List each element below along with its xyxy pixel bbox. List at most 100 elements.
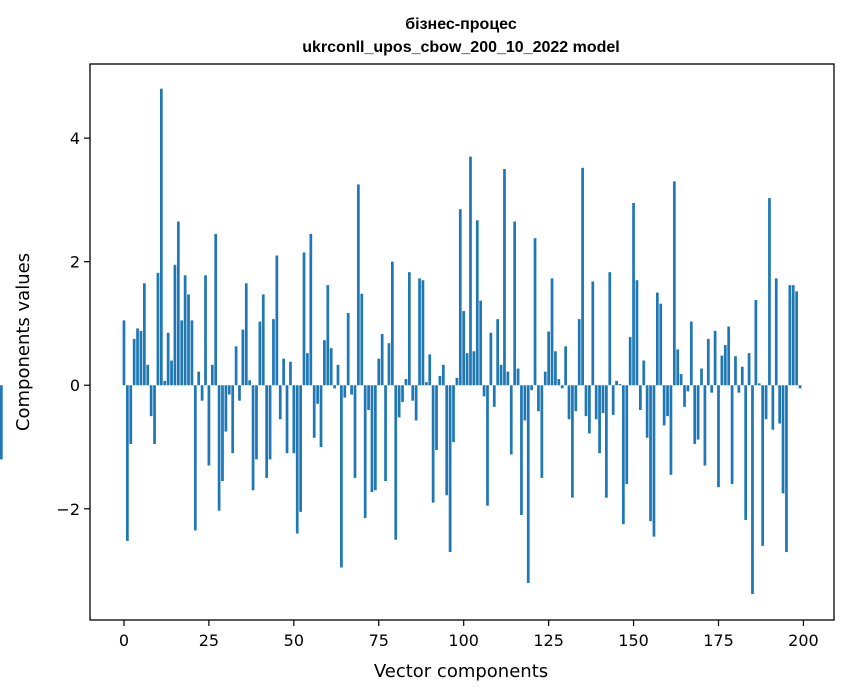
bar-component-130 (564, 346, 567, 386)
bar-component-108 (489, 332, 493, 386)
bar-component-110 (496, 319, 500, 386)
bar-component-101 (465, 353, 469, 386)
bar-component-164 (679, 374, 683, 386)
x-tick-label: 150 (618, 631, 649, 650)
bar-component-90 (428, 354, 432, 386)
bar-component-71 (363, 385, 367, 519)
bar-component-89 (424, 382, 428, 386)
bar-component-16 (176, 221, 180, 386)
bar-component-33 (234, 346, 238, 386)
bar-component-42 (265, 385, 269, 478)
bar-component-168 (693, 385, 697, 444)
plot-frame (89, 63, 835, 621)
bar-component-96 (448, 385, 452, 553)
bar-component-183 (744, 385, 748, 520)
bar-component-162 (672, 181, 676, 386)
bar-component-51 (295, 385, 299, 534)
bar-component-152 (639, 385, 642, 410)
bar-component-93 (438, 375, 442, 386)
bar-component-65 (343, 385, 347, 398)
bar-component-undefined (0, 385, 3, 460)
bar-component-196 (788, 285, 792, 386)
bar-component-174 (713, 330, 717, 386)
bar-component-67 (350, 385, 353, 395)
bar-component-25 (207, 385, 211, 466)
bar-component-36 (244, 283, 248, 386)
bar-component-149 (628, 337, 632, 386)
bar-component-31 (227, 385, 231, 395)
bar-component-163 (676, 349, 680, 386)
bar-component-91 (431, 385, 435, 503)
bar-component-38 (251, 385, 255, 491)
bar-component-1 (126, 385, 129, 541)
bar-component-69 (357, 184, 360, 386)
bar-component-118 (523, 385, 527, 421)
bar-component-6 (143, 283, 146, 386)
bar-component-12 (163, 380, 167, 386)
bar-component-61 (329, 348, 333, 386)
bar-component-116 (516, 368, 520, 386)
bar-component-53 (302, 252, 306, 386)
bar-component-35 (241, 329, 245, 386)
bar-component-103 (472, 351, 476, 386)
bar-component-155 (649, 385, 652, 522)
bar-component-128 (557, 379, 561, 386)
bar-component-187 (757, 383, 761, 386)
bar-component-59 (323, 340, 326, 386)
x-tick-label: 100 (448, 631, 479, 650)
bar-component-102 (469, 156, 472, 386)
bar-component-14 (170, 360, 173, 386)
bar-component-135 (581, 167, 584, 386)
bar-component-57 (316, 385, 319, 404)
bar-component-126 (550, 278, 554, 386)
bar-component-106 (482, 385, 486, 397)
bar-component-146 (618, 384, 622, 386)
bar-component-87 (418, 278, 421, 386)
bar-component-184 (747, 353, 751, 386)
bar-component-21 (193, 385, 197, 531)
bar-component-140 (598, 385, 601, 454)
bar-component-165 (683, 385, 686, 407)
bar-component-127 (554, 351, 557, 386)
y-tick-label: 4 (70, 129, 80, 148)
bar-component-169 (696, 385, 700, 440)
bar-component-185 (751, 385, 754, 595)
bar-component-48 (285, 385, 289, 454)
bar-component-55 (309, 233, 313, 386)
bar-component-9 (153, 385, 156, 444)
bar-component-158 (659, 303, 663, 386)
bar-component-63 (336, 364, 340, 386)
bar-component-172 (706, 338, 710, 386)
bar-component-68 (353, 385, 357, 478)
bar-component-45 (275, 255, 279, 386)
bar-component-173 (710, 385, 714, 393)
bar-component-166 (686, 385, 690, 392)
bar-component-167 (689, 321, 693, 386)
bar-component-81 (397, 385, 401, 418)
chart-title: бізнес-процес (405, 16, 517, 33)
bar-component-100 (462, 311, 466, 386)
bar-component-193 (778, 385, 781, 424)
bar-component-171 (703, 385, 707, 466)
bar-component-29 (221, 385, 224, 481)
bar-component-4 (136, 328, 139, 386)
bar-component-26 (210, 364, 214, 386)
bar-component-34 (238, 385, 241, 401)
bar-component-144 (611, 385, 615, 415)
bar-component-77 (384, 385, 387, 481)
bar-component-78 (387, 343, 391, 386)
bar-component-28 (217, 385, 221, 511)
bar-component-147 (622, 385, 625, 525)
bar-component-188 (761, 385, 765, 546)
bars-group (0, 88, 802, 595)
bar-component-72 (367, 385, 370, 410)
bar-component-8 (149, 385, 153, 417)
y-axis-label: Components values (13, 253, 34, 431)
bar-component-76 (380, 333, 384, 386)
bar-component-11 (159, 88, 163, 386)
bar-component-104 (475, 220, 479, 386)
bar-component-18 (183, 275, 187, 386)
bar-component-5 (139, 330, 143, 386)
bar-component-117 (520, 385, 523, 515)
bar-component-41 (261, 294, 265, 386)
